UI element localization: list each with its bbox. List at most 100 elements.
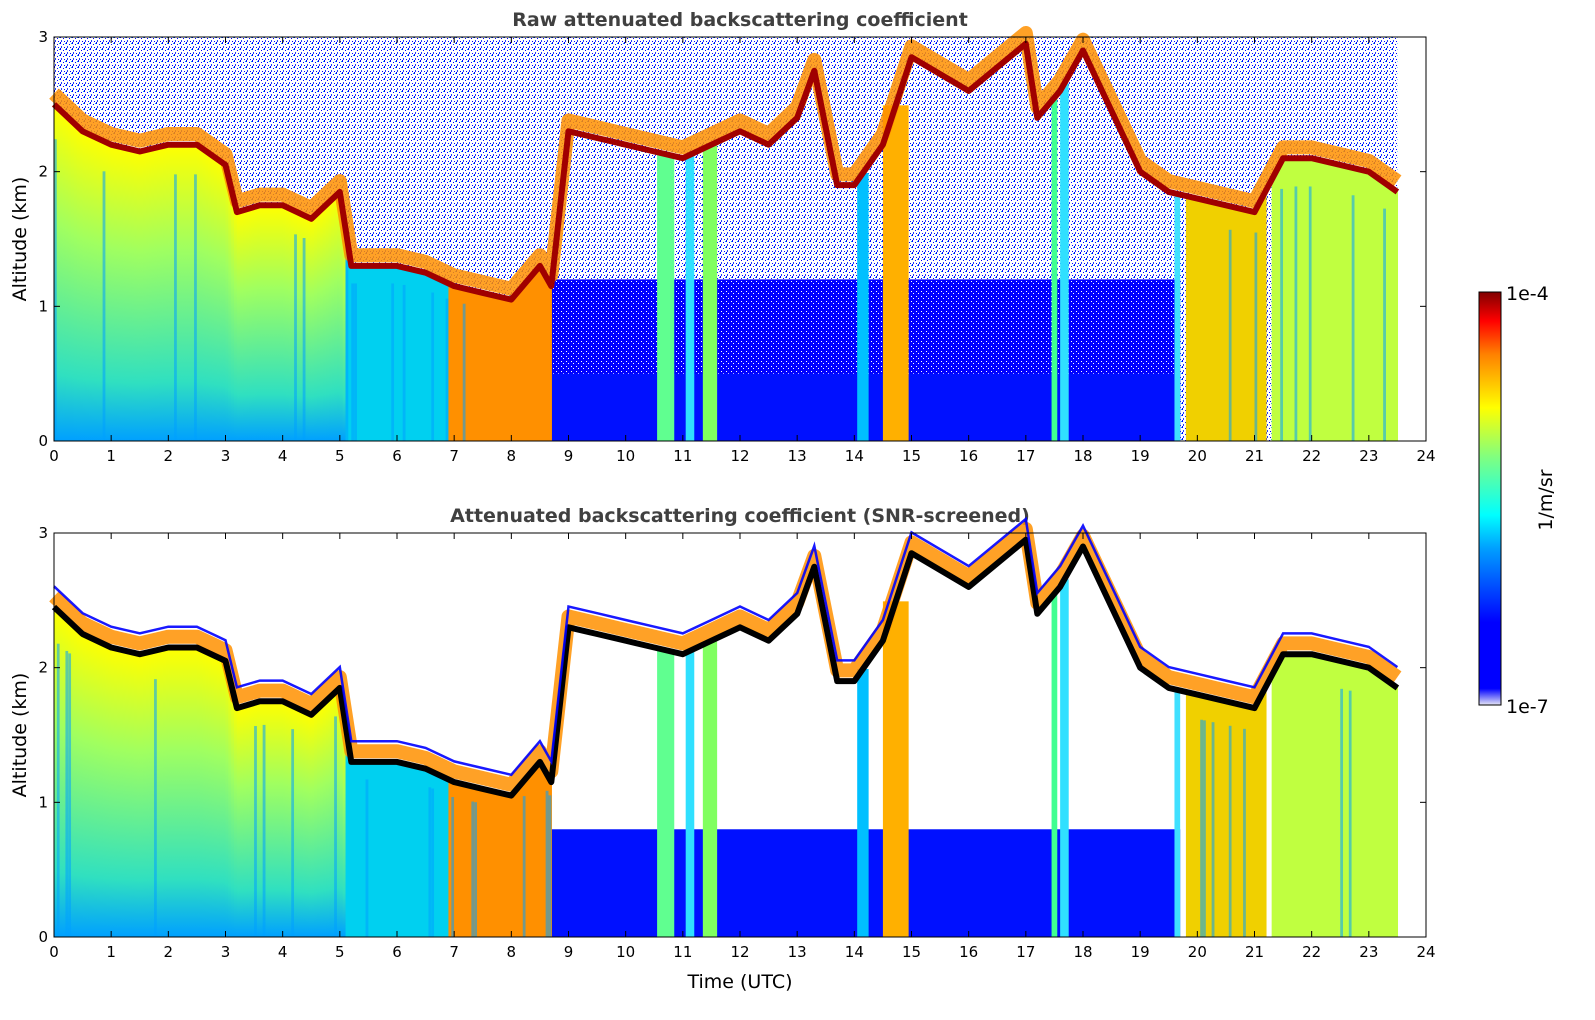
x-tick-label: 18	[1073, 447, 1092, 465]
aerosol-column	[1254, 705, 1258, 937]
aerosol-column	[328, 697, 332, 937]
aerosol-column	[1271, 673, 1276, 937]
aerosol-column	[248, 208, 252, 441]
aerosol-column	[376, 265, 381, 441]
aerosol-column	[451, 285, 455, 441]
aerosol-column	[288, 704, 292, 937]
plume	[1051, 97, 1058, 441]
aerosol-column	[154, 147, 158, 441]
aerosol-column	[1211, 202, 1216, 441]
aerosol-column	[148, 149, 152, 442]
x-tick-label: 11	[673, 943, 692, 961]
aerosol-column	[285, 207, 289, 441]
aerosol-column	[437, 774, 441, 937]
aerosol-column	[79, 129, 84, 442]
aerosol-column	[502, 297, 507, 441]
aerosol-column	[1220, 204, 1224, 441]
x-tick-label: 15	[902, 943, 921, 961]
aerosol-column	[1365, 171, 1370, 441]
aerosol-column	[505, 298, 510, 441]
aerosol-column	[419, 271, 424, 441]
aerosol-column	[479, 292, 484, 441]
aerosol-column	[288, 208, 292, 441]
aerosol-streak	[56, 643, 60, 937]
aerosol-column	[236, 707, 241, 937]
aerosol-column	[319, 209, 324, 441]
aerosol-column	[1285, 158, 1290, 441]
aerosol-column	[199, 147, 204, 441]
aerosol-column	[148, 651, 152, 937]
x-tick-label: 8	[507, 447, 517, 465]
aerosol-column	[411, 269, 415, 441]
aerosol-column	[1374, 176, 1379, 441]
aerosol-column	[316, 212, 321, 441]
aerosol-column	[425, 769, 430, 937]
aerosol-column	[1380, 676, 1384, 937]
aerosol-column	[1251, 211, 1256, 441]
x-tick-label: 23	[1359, 447, 1378, 465]
panel-raw-y-ticks: 0 1 2 3	[38, 28, 1426, 450]
aerosol-column	[105, 142, 109, 442]
aerosol-column	[1197, 694, 1201, 937]
aerosol-column	[511, 793, 515, 937]
aerosol-column	[468, 785, 472, 937]
aerosol-column	[165, 647, 169, 937]
aerosol-column	[1314, 159, 1318, 441]
panel-screened-y-label: Altitude (km)	[9, 673, 31, 798]
aerosol-streak	[1243, 728, 1246, 937]
aerosol-column	[1334, 659, 1338, 937]
x-tick-label: 6	[392, 447, 402, 465]
aerosol-column	[1331, 659, 1336, 937]
aerosol-column	[156, 649, 161, 937]
aerosol-column	[1368, 668, 1373, 937]
aerosol-column	[259, 205, 264, 441]
aerosol-column	[1311, 158, 1316, 441]
aerosol-column	[279, 205, 284, 441]
aerosol-column	[245, 209, 249, 441]
aerosol-streak	[1254, 232, 1258, 441]
aerosol-column	[1248, 707, 1253, 937]
aerosol-column	[1357, 665, 1361, 937]
aerosol-column	[1305, 158, 1310, 441]
aerosol-column	[1274, 667, 1278, 937]
aerosol-column	[1263, 193, 1267, 441]
aerosol-column	[1194, 198, 1198, 441]
aerosol-column	[1360, 665, 1364, 937]
aerosol-column	[385, 761, 390, 937]
aerosol-column	[308, 714, 312, 937]
aerosol-column	[248, 704, 252, 937]
x-tick-label: 23	[1359, 943, 1378, 961]
aerosol-column	[74, 627, 78, 937]
aerosol-column	[468, 289, 472, 441]
aerosol-column	[185, 647, 189, 937]
aerosol-column	[485, 293, 490, 441]
aerosol-streak	[334, 716, 337, 937]
x-tick-label: 5	[335, 447, 345, 465]
aerosol-column	[256, 701, 261, 937]
aerosol-column	[168, 647, 172, 937]
aerosol-column	[1225, 701, 1230, 937]
aerosol-column	[514, 790, 518, 937]
aerosol-column	[1243, 209, 1247, 441]
aerosol-column	[1320, 160, 1324, 441]
aerosol-column	[162, 145, 167, 441]
aerosol-column	[514, 294, 518, 441]
aerosol-column	[131, 652, 135, 937]
aerosol-column	[374, 761, 378, 937]
aerosol-streak	[1280, 188, 1284, 441]
aerosol-column	[408, 268, 412, 441]
aerosol-column	[136, 151, 141, 441]
aerosol-column	[425, 273, 430, 441]
aerosol-column	[1371, 174, 1376, 442]
aerosol-column	[111, 647, 115, 937]
panel-raw-y-label: Altitude (km)	[9, 177, 31, 302]
x-tick-label: 9	[564, 943, 574, 961]
aerosol-column	[1354, 664, 1358, 937]
aerosol-column	[499, 297, 504, 441]
colorbar-max-label: 1e-4	[1506, 283, 1549, 305]
y-tick-label: 1	[38, 793, 48, 811]
aerosol-column	[276, 205, 281, 441]
aerosol-streak	[1340, 688, 1344, 937]
x-tick-label: 21	[1245, 943, 1264, 961]
aerosol-streak	[254, 726, 257, 937]
